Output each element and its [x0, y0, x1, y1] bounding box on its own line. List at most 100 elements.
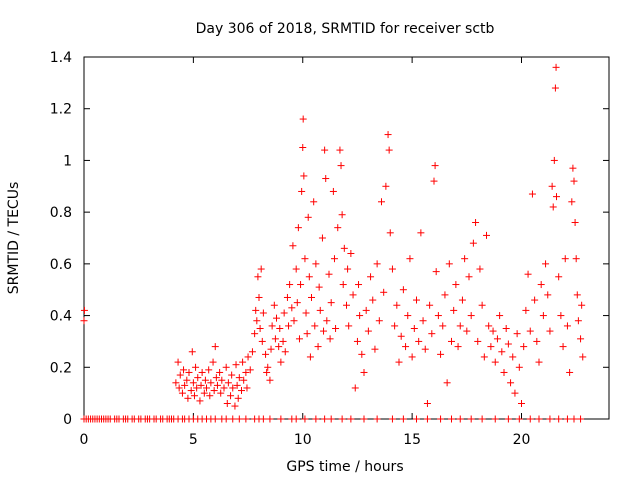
data-point	[254, 273, 262, 281]
data-point	[454, 343, 462, 351]
data-point	[306, 353, 314, 361]
data-point	[235, 374, 243, 382]
data-point	[569, 164, 577, 172]
data-point	[233, 381, 241, 389]
data-point	[290, 317, 298, 325]
data-point	[80, 317, 88, 325]
data-point	[218, 376, 226, 384]
data-point	[222, 363, 230, 371]
data-point	[574, 317, 582, 325]
data-point	[320, 327, 328, 335]
data-point	[456, 322, 464, 330]
data-point	[434, 312, 442, 320]
data-point	[566, 368, 574, 376]
data-point	[498, 348, 506, 356]
data-point	[528, 190, 536, 198]
data-point	[388, 265, 396, 273]
data-point	[520, 343, 528, 351]
x-axis-label: GPS time / hours	[286, 459, 403, 475]
data-point	[502, 325, 510, 332]
data-point	[203, 384, 210, 392]
x-tick-label: 15	[403, 432, 421, 448]
data-point	[544, 291, 552, 299]
plot-axes	[83, 56, 610, 420]
data-point	[276, 325, 284, 332]
data-point	[334, 224, 342, 232]
data-point	[399, 415, 407, 423]
chart-title: Day 306 of 2018, SRMTID for receiver sct…	[196, 21, 495, 37]
data-point	[285, 322, 293, 330]
data-point	[513, 330, 521, 338]
data-point	[201, 376, 209, 384]
data-point	[437, 350, 445, 358]
data-point	[465, 273, 473, 281]
data-point	[234, 394, 242, 402]
data-point	[246, 366, 254, 374]
data-point	[332, 325, 340, 332]
data-point	[507, 379, 515, 387]
data-point	[410, 325, 418, 332]
data-point	[395, 358, 403, 366]
data-point	[263, 368, 271, 376]
y-tick-label: 0.6	[50, 257, 72, 273]
data-point	[311, 322, 319, 330]
data-point	[382, 182, 390, 190]
data-point	[448, 415, 455, 423]
data-point	[351, 384, 359, 392]
data-point	[578, 301, 586, 309]
data-point	[267, 345, 275, 353]
data-point	[570, 415, 578, 423]
data-point	[286, 281, 294, 289]
data-point	[273, 314, 280, 322]
data-point	[239, 358, 247, 366]
data-point	[461, 255, 469, 263]
data-point	[176, 371, 184, 379]
x-tick-label: 10	[294, 432, 312, 448]
data-point	[423, 415, 431, 423]
data-point	[321, 415, 329, 423]
data-point	[271, 335, 279, 343]
data-point	[190, 392, 198, 400]
data-point	[180, 366, 188, 374]
data-point	[557, 312, 565, 320]
data-point	[491, 415, 499, 423]
data-point	[561, 255, 569, 263]
data-point	[294, 224, 302, 232]
data-point	[356, 312, 364, 320]
data-point	[443, 379, 451, 387]
data-point	[80, 306, 88, 314]
data-point	[384, 131, 392, 139]
data-point	[467, 312, 475, 320]
data-point	[222, 415, 230, 423]
data-point	[504, 415, 512, 423]
data-point	[491, 358, 499, 366]
data-point	[393, 301, 401, 309]
data-point	[277, 358, 285, 366]
data-point	[546, 327, 554, 335]
data-point	[423, 399, 431, 407]
data-point	[240, 376, 248, 384]
data-point	[175, 384, 183, 392]
data-point	[542, 260, 550, 268]
data-point	[268, 322, 276, 330]
y-tick-label: 0	[63, 412, 72, 428]
data-point	[326, 335, 334, 343]
data-point	[347, 250, 355, 258]
data-point	[197, 381, 205, 389]
data-point	[220, 384, 228, 392]
data-point	[262, 350, 270, 358]
data-point	[496, 312, 504, 320]
data-point	[256, 325, 264, 332]
data-point	[373, 260, 381, 268]
data-point	[421, 345, 429, 353]
data-point	[259, 415, 267, 423]
plot-frame	[83, 56, 610, 420]
data-point	[253, 317, 261, 325]
data-point	[258, 337, 266, 345]
data-point	[448, 337, 455, 345]
y-tick-label: 0.2	[50, 360, 72, 376]
data-point	[386, 229, 394, 237]
data-point	[551, 84, 559, 92]
data-point	[189, 379, 197, 387]
data-point	[257, 265, 265, 273]
